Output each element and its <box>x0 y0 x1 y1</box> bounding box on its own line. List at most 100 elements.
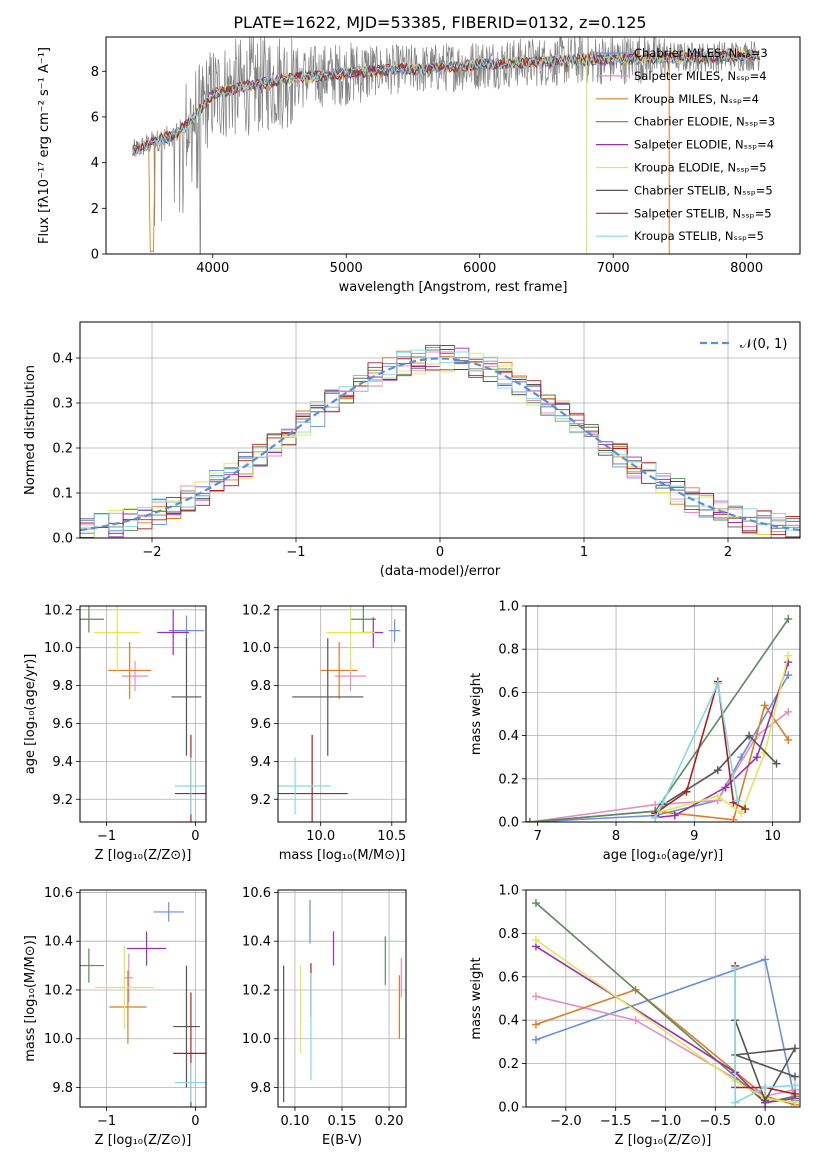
panel-age_vs_mass: 10.0 10.5 9.2 9.4 9.6 9.8 10.0 10.2 mass [log₁₀(… <box>242 603 407 863</box>
axes-frame <box>525 889 801 1108</box>
weight-point-marker <box>531 1020 540 1029</box>
y-tick-label: 9.2 <box>52 793 73 808</box>
weight-point-marker <box>772 759 781 768</box>
weight-point-marker <box>531 992 540 1001</box>
y-axis-label: mass weight <box>469 673 484 755</box>
model-spectrum-line <box>132 48 759 156</box>
x-tick-label: 10.0 <box>306 829 335 844</box>
y-tick-label: 9.8 <box>52 679 73 694</box>
legend-entry: Salpeter ELODIE, Nₛₛₚ=4 <box>634 138 774 152</box>
y-tick-label: 10.0 <box>44 1032 73 1047</box>
panel-mass_vs_EBV: 0.10 0.15 0.20 9.8 10.0 10.2 10.4 10.6 E(B-V) <box>242 886 407 1148</box>
legend-entry: Chabrier ELODIE, Nₛₛₚ=3 <box>634 115 775 129</box>
x-tick-label: −1.5 <box>600 1114 632 1129</box>
legend-entry: Kroupa ELODIE, Nₛₛₚ=5 <box>634 161 767 175</box>
x-tick-label: 0.15 <box>328 1114 357 1129</box>
y-tick-label: 9.8 <box>250 1081 271 1096</box>
x-axis-label: wavelength [Angstrom, rest frame] <box>339 280 568 295</box>
model-spectrum-line <box>132 49 760 157</box>
weight-point-marker <box>721 783 730 792</box>
y-axis-label: mass [log₁₀(M/M⊙)] <box>23 935 38 1062</box>
weight-point-marker <box>784 735 793 744</box>
y-tick-label: 10.2 <box>242 603 271 618</box>
y-axis-label: Normed distribution <box>23 365 38 495</box>
residual-histogram-step <box>80 349 800 532</box>
weight-point-marker <box>729 815 738 822</box>
y-tick-label: 10.2 <box>44 983 73 998</box>
weight-point-marker <box>670 811 679 820</box>
weight-point-marker <box>752 753 761 762</box>
y-tick-label: 10.0 <box>44 641 73 656</box>
y-tick-label: 0.0 <box>498 816 519 831</box>
plot-area-spectrum <box>132 37 761 254</box>
y-tick-label: 0.6 <box>498 686 519 701</box>
weight-point-marker <box>659 798 667 807</box>
x-tick-label: 7 <box>534 829 542 844</box>
x-axis-label: (data-model)/error <box>380 564 501 579</box>
plot-area-mass_vs_Z <box>80 902 206 1107</box>
panel-weight_vs_age: 7 8 9 10 0.0 0.2 0.4 0.6 0.8 1.0 age [log₁₀(age/yr… <box>469 600 801 863</box>
weight-point-marker <box>733 796 742 805</box>
residual-histogram-step <box>80 351 800 538</box>
legend-entry: Salpeter MILES, Nₛₛₚ=4 <box>634 69 767 83</box>
y-tick-label: 9.8 <box>52 1081 73 1096</box>
x-tick-label: 10.5 <box>377 829 406 844</box>
y-tick-label: 0 <box>91 248 99 263</box>
x-tick-label: 8000 <box>730 261 763 276</box>
y-tick-label: 1.0 <box>498 884 519 899</box>
axes-frame <box>277 889 407 1108</box>
weight-point-marker <box>713 679 722 688</box>
y-tick-label: 10.4 <box>242 935 271 950</box>
y-tick-label: 9.4 <box>250 755 271 770</box>
plot-area-mass_vs_EBV <box>283 899 402 1103</box>
axes-frame <box>525 605 801 823</box>
y-tick-label: 0.2 <box>498 772 519 787</box>
x-tick-label: 2 <box>724 545 732 560</box>
x-axis-label: Z [log₁₀(Z/Z⊙)] <box>95 1133 192 1148</box>
x-axis-label: age [log₁₀(age/yr)] <box>603 848 724 863</box>
plot-area-residuals <box>80 344 800 538</box>
x-tick-label: 0 <box>436 545 444 560</box>
weight-point-marker <box>713 766 722 775</box>
x-tick-label: −0.5 <box>700 1114 732 1129</box>
weight-point-marker <box>791 1072 800 1081</box>
plot-area-age_vs_mass <box>278 606 401 822</box>
x-tick-label: 6000 <box>463 261 496 276</box>
y-tick-label: 0.0 <box>498 1101 519 1116</box>
x-tick-label: −2.0 <box>550 1114 582 1129</box>
x-tick-label: 0.0 <box>755 1114 776 1129</box>
y-tick-label: 0.4 <box>498 1014 519 1029</box>
panel-mass_vs_Z: −1 0 9.8 10.0 10.2 10.4 10.6 Z [log₁₀(Z/Z⊙)] mas… <box>23 886 207 1148</box>
weight-point-marker <box>531 899 540 908</box>
weight-point-marker <box>745 731 754 740</box>
x-axis-label: mass [log₁₀(M/M⊙)] <box>279 848 406 863</box>
weight-series-line <box>654 681 739 819</box>
y-tick-label: 9.8 <box>250 679 271 694</box>
x-tick-label: −1.0 <box>650 1114 682 1129</box>
weight-point-marker <box>737 809 746 818</box>
weight-point-marker <box>531 935 540 944</box>
x-tick-label: 0 <box>191 1114 199 1129</box>
y-axis-label: mass weight <box>469 957 484 1039</box>
x-tick-label: 0.10 <box>280 1114 309 1129</box>
y-tick-label: 0.1 <box>52 487 73 502</box>
y-tick-label: 10.6 <box>44 886 73 901</box>
axes-frame <box>105 36 801 255</box>
y-tick-label: 0.6 <box>498 970 519 985</box>
axes-frame <box>79 321 801 539</box>
panel-weight_vs_Z: −2.0 −1.5 −1.0 −0.5 0.0 0.0 0.2 0.4 0.6 0.8 1.0 Z [… <box>469 884 801 1148</box>
y-tick-label: 0.0 <box>52 532 73 547</box>
y-tick-label: 9.4 <box>52 755 73 770</box>
panel-spectrum: 4000 5000 6000 7000 8000 0 2 4 6 8 wavelength [Ang… <box>37 36 801 295</box>
x-axis-label: Z [log₁₀(Z/Z⊙)] <box>615 1133 712 1148</box>
y-tick-label: 9.6 <box>250 717 271 732</box>
y-axis-label: age [log₁₀(age/yr)] <box>23 654 38 775</box>
y-tick-label: 10.0 <box>242 641 271 656</box>
weight-series-line <box>535 995 796 1098</box>
x-tick-label: 10 <box>764 829 781 844</box>
weight-point-marker <box>791 1081 800 1090</box>
weight-point-marker <box>760 701 769 710</box>
weight-point-marker <box>791 1089 800 1098</box>
legend-entry: Kroupa STELIB, Nₛₛₚ=5 <box>634 229 764 243</box>
